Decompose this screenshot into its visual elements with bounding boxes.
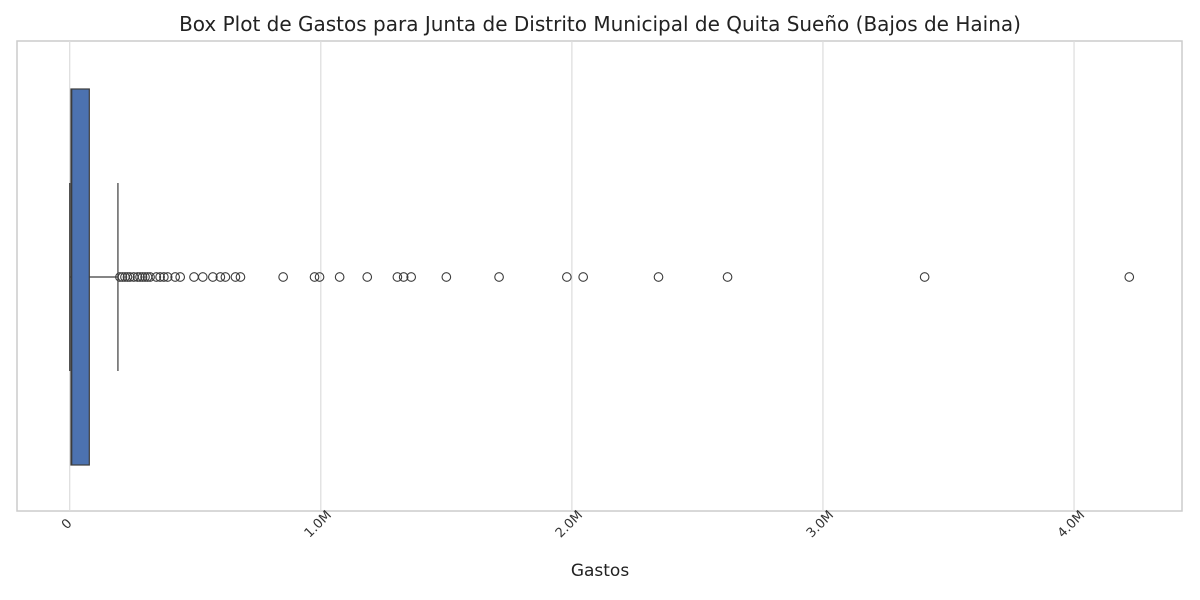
outlier-point-30	[392, 272, 403, 282]
outlier-point-7	[135, 272, 145, 282]
outlier-point-34	[494, 272, 504, 282]
outlier-point-20	[207, 272, 218, 282]
outlier-point-24	[235, 272, 246, 282]
x-tick-label-1: 1.0M	[302, 508, 335, 541]
outlier-point-6	[132, 272, 143, 282]
outlier-point-28	[334, 272, 345, 282]
outlier-point-23	[230, 272, 241, 282]
outlier-point-37	[653, 272, 664, 282]
outlier-point-19	[197, 272, 208, 282]
outlier-point-4	[125, 272, 135, 282]
outlier-point-14	[159, 272, 169, 282]
outlier-point-0	[115, 272, 125, 282]
outlier-point-21	[215, 272, 226, 282]
outlier-point-22	[220, 272, 231, 282]
outlier-point-25	[278, 272, 288, 282]
outlier-point-32	[406, 272, 417, 282]
outlier-point-38	[722, 272, 733, 282]
chart-title: Box Plot de Gastos para Junta de Distrit…	[179, 12, 1021, 36]
outlier-point-31	[398, 272, 409, 282]
outlier-point-33	[441, 272, 452, 282]
outlier-point-27	[314, 272, 325, 282]
plot-frame	[16, 40, 1183, 512]
outlier-point-29	[362, 272, 373, 282]
box-iqr	[70, 88, 90, 466]
box	[70, 88, 90, 466]
outlier-point-13	[155, 272, 165, 282]
outlier-point-15	[162, 272, 173, 282]
outlier-point-11	[145, 272, 155, 282]
x-tick-label-2: 2.0M	[553, 508, 586, 541]
outlier-point-12	[151, 272, 162, 282]
grid-lines	[69, 41, 1075, 511]
outlier-point-39	[919, 272, 930, 282]
x-tick-label-0: 0	[59, 516, 75, 532]
outlier-point-9	[140, 272, 150, 282]
outlier-point-16	[170, 272, 181, 282]
outlier-point-8	[137, 272, 148, 282]
x-tick-label-4: 4.0M	[1055, 508, 1088, 541]
outliers	[115, 272, 1135, 282]
outlier-point-1	[117, 272, 128, 282]
x-tick-labels: 0 1.0M 2.0M 3.0M 4.0M	[59, 508, 1088, 541]
outlier-point-40	[1124, 272, 1135, 282]
outlier-point-26	[309, 272, 320, 282]
outlier-point-35	[562, 272, 572, 282]
outlier-point-17	[175, 272, 186, 282]
outlier-point-36	[578, 272, 589, 282]
x-tick-label-3: 3.0M	[804, 508, 837, 541]
x-axis-label: Gastos	[570, 561, 630, 581]
outlier-point-3	[122, 272, 133, 282]
